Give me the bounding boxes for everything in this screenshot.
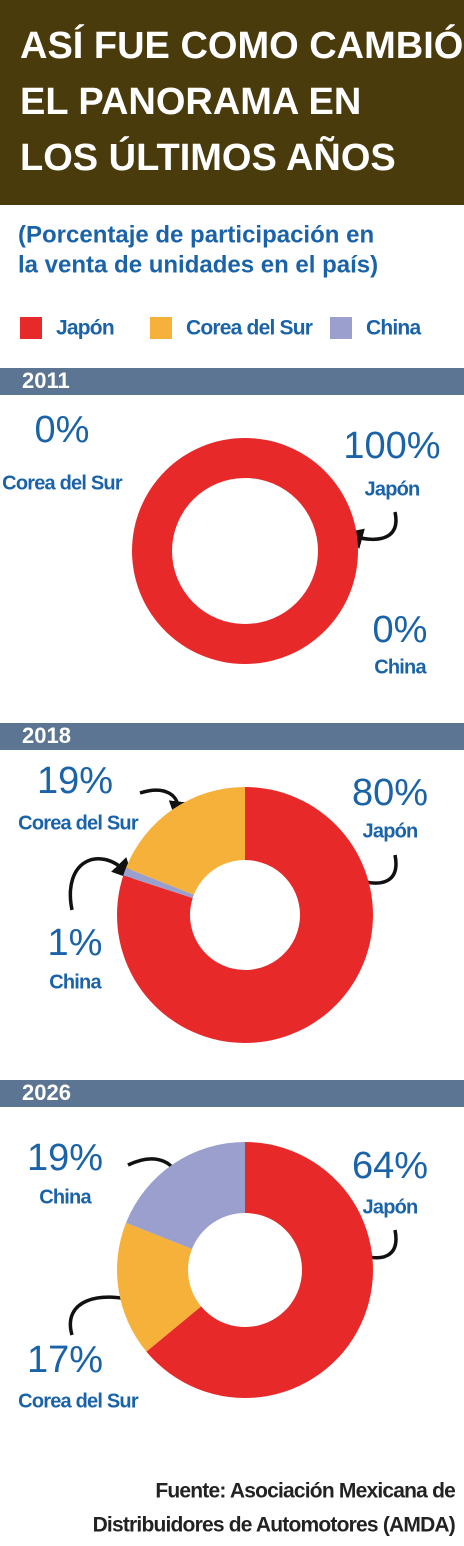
pie-slice bbox=[125, 787, 245, 895]
value-label: 64% bbox=[352, 1145, 428, 1187]
title: LOS ÚLTIMOS AÑOS bbox=[20, 135, 396, 179]
subtitle: (Porcentaje de participación en bbox=[18, 221, 374, 248]
pie-slice bbox=[116, 1222, 202, 1352]
chart-title: 2011 bbox=[22, 368, 70, 393]
legend-label: Japón bbox=[56, 317, 114, 340]
value-label: 19% bbox=[37, 760, 113, 802]
category-label: Japón bbox=[363, 820, 418, 842]
category-label: Japón bbox=[365, 478, 420, 500]
section-bar bbox=[0, 723, 464, 750]
section-bar bbox=[0, 1080, 464, 1107]
legend-swatch bbox=[150, 317, 172, 339]
category-label: Corea del Sur bbox=[2, 472, 123, 494]
pie-slice bbox=[125, 1142, 245, 1250]
subtitle: la venta de unidades en el país) bbox=[18, 251, 378, 278]
source: Fuente: Asociación Mexicana de bbox=[155, 1480, 455, 1503]
category-label: China bbox=[49, 971, 102, 993]
pie-slice bbox=[116, 787, 374, 1043]
title: EL PANORAMA EN bbox=[20, 81, 361, 123]
value-label: 0% bbox=[373, 609, 428, 651]
source: Distribuidores de Automotores (AMDA) bbox=[93, 1514, 455, 1537]
chart-title: 2018 bbox=[22, 723, 71, 748]
value-label: 0% bbox=[35, 409, 90, 451]
category-label: Corea del Sur bbox=[18, 1390, 139, 1412]
category-label: China bbox=[39, 1186, 92, 1208]
legend-label: Corea del Sur bbox=[186, 317, 313, 340]
legend-swatch bbox=[330, 317, 352, 339]
section-bar bbox=[0, 368, 464, 395]
arrow bbox=[341, 511, 398, 549]
value-label: 100% bbox=[343, 425, 440, 467]
category-label: China bbox=[374, 656, 427, 678]
pie-slice bbox=[123, 867, 194, 899]
legend-swatch bbox=[20, 317, 42, 339]
arrow bbox=[139, 788, 190, 823]
value-label: 19% bbox=[27, 1137, 103, 1179]
value-label: 1% bbox=[48, 922, 103, 964]
title: ASÍ FUE COMO CAMBIÓ bbox=[20, 23, 463, 67]
pie-slice bbox=[132, 438, 358, 664]
value-label: 80% bbox=[352, 772, 428, 814]
header-bg bbox=[0, 0, 464, 205]
chart-title: 2026 bbox=[22, 1080, 71, 1105]
category-label: Corea del Sur bbox=[18, 812, 139, 834]
arrow bbox=[68, 857, 134, 911]
category-label: Japón bbox=[363, 1196, 418, 1218]
pie-slice bbox=[146, 1142, 374, 1398]
legend-label: China bbox=[366, 317, 421, 340]
value-label: 17% bbox=[27, 1339, 103, 1381]
